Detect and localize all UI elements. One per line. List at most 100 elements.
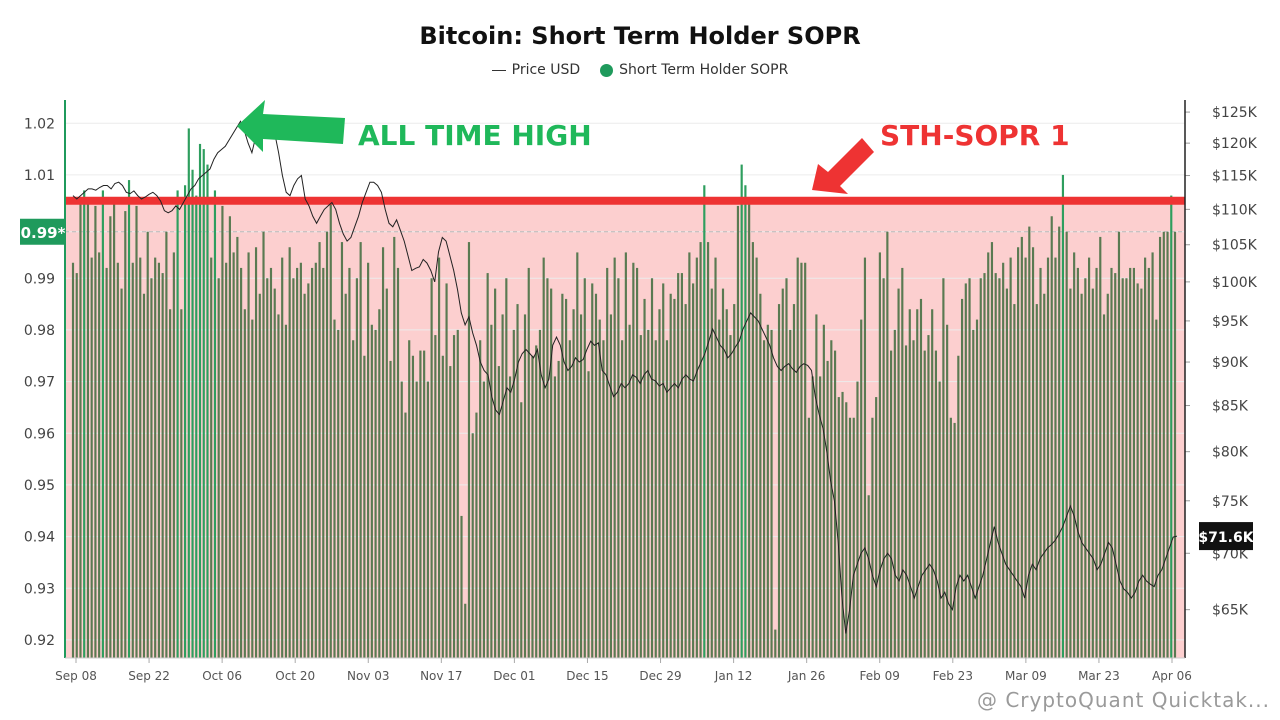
sopr-bar [807,417,810,658]
x-tick-label: Nov 17 [420,669,463,683]
sopr-bar [572,309,575,658]
sopr-bar [340,242,344,658]
sopr-bar [172,252,175,659]
sopr-bar [796,257,799,658]
x-tick-label: Jan 12 [714,669,753,683]
x-tick-label: Mar 23 [1078,669,1120,683]
x-tick-label: Feb 09 [860,669,900,683]
sopr-bar [243,309,246,658]
x-tick-label: Sep 08 [55,669,97,683]
sopr-bar [94,205,97,659]
sopr-bar [404,412,407,658]
current-price-badge [1199,522,1253,551]
sopr-bar [1173,231,1177,658]
sopr-bar [1144,257,1147,658]
sopr-bar [71,262,75,658]
sopr-bar [109,216,112,658]
sopr-bar [923,350,926,658]
sopr-bar [587,371,590,658]
sopr-bar [310,267,314,658]
sopr-bar [975,319,979,658]
sopr-bar [740,164,743,658]
sopr-bar [591,283,594,658]
sopr-bar [363,355,366,658]
sopr-bar [1076,267,1079,658]
sopr-bar [1095,267,1098,658]
sopr-bar [893,329,896,658]
sopr-bar [822,324,825,658]
sopr-bar [225,262,228,658]
sopr-bar [1158,236,1162,659]
sopr-bar [669,293,672,658]
sopr-bar [505,278,508,658]
sopr-bar [296,267,299,658]
sopr-bar [863,257,867,658]
sopr-bar [303,293,306,658]
sopr-bar [322,267,325,658]
sopr-bar [228,216,231,658]
current-sopr-label: 0.99* [21,224,66,242]
y-left-tick-label: 0.97 [24,375,55,391]
sopr-bar [635,267,639,658]
sopr-bar [763,340,766,658]
sopr-bar [169,309,172,658]
current-sopr-badge [20,218,66,245]
sopr-bar [1102,314,1106,658]
x-tick-label: Feb 23 [933,669,973,683]
sopr-bar [677,273,680,658]
sopr-bar [957,355,960,658]
sopr-bar [426,381,429,658]
sopr-bar [292,278,295,658]
legend: Price USD Short Term Holder SOPR [0,62,1280,78]
legend-item-price[interactable]: Price USD [491,62,581,78]
sopr-bar [90,257,93,658]
sopr-bar [131,262,134,658]
sopr-bar [602,340,605,658]
sopr-bar [830,340,833,658]
sopr-bar [333,319,336,658]
sopr-bar [632,262,635,658]
sopr-bar [946,324,949,658]
sopr-bar [101,190,104,659]
sopr-bar [654,340,657,658]
sopr-bar [706,242,710,658]
sopr-bar [766,324,769,658]
sopr-bar [695,257,698,658]
sopr-bar [191,169,194,658]
sopr-bar [415,381,418,658]
sopr-bar [1151,252,1154,659]
sopr-bar [314,262,317,658]
sopr-bar [490,324,493,658]
y-left-tick-label: 1.02 [24,116,55,132]
sopr-bar [1110,267,1113,658]
legend-label-price: Price USD [511,62,581,78]
sopr-bar [744,185,747,658]
sopr-bar [198,143,202,659]
x-tick-label: Sep 22 [128,669,170,683]
y-left-tick-label: 0.99 [24,271,55,287]
sopr-bar [1054,257,1057,658]
sopr-bar [781,288,784,658]
sopr-bar [751,242,754,658]
sopr-bar [557,360,560,658]
sopr-bar [213,190,217,659]
sopr-bar [1147,267,1150,658]
sopr-bar [579,314,583,658]
sopr-bar [684,304,687,658]
sopr-bar [86,200,90,658]
sopr-bar [411,355,415,658]
sopr-bar [904,345,908,658]
y-right-tick-label: $80K [1212,445,1249,461]
sopr-bar [318,242,321,658]
sopr-bar [538,329,542,658]
sopr-bar [400,381,403,658]
sopr-bar [721,288,725,658]
x-tick-label: Jan 26 [787,669,826,683]
sopr-bar [546,278,549,658]
legend-item-sopr[interactable]: Short Term Holder SOPR [600,62,788,78]
sopr-bar [146,231,149,658]
sopr-bar [1132,267,1135,658]
sopr-bar [845,402,848,658]
y-right-tick-label: $110K [1212,202,1258,218]
